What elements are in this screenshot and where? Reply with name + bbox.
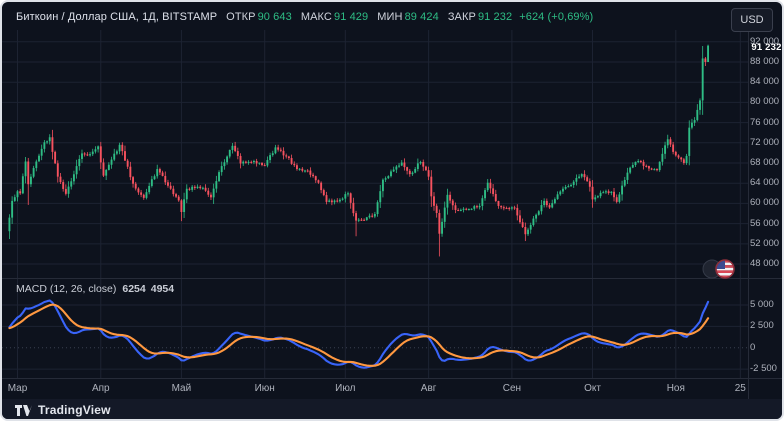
open-value: 90 643	[257, 11, 292, 23]
price-axis-label: 76 000	[750, 116, 780, 128]
price-axis-label: 64 000	[750, 177, 780, 189]
signal-line	[8, 303, 710, 367]
low-label: МИН	[377, 11, 403, 23]
macd-axis-label: 5 000	[750, 298, 774, 310]
time-axis-label: Июн	[254, 383, 275, 394]
change-value: +624 (+0,69%)	[519, 11, 594, 23]
time-axis-label: Мар	[7, 383, 28, 394]
open-label: ОТКР	[226, 11, 256, 23]
price-axis-label: 72 000	[750, 136, 780, 148]
price-axis-label: 52 000	[750, 237, 780, 249]
close-value: 91 232	[477, 11, 513, 23]
tradingview-logo-text: TradingView	[38, 403, 111, 417]
macd-axis-label: 2 500	[750, 320, 774, 332]
price-axis-label: 80 000	[750, 96, 780, 108]
symbol-legend[interactable]: Биткоин / Доллар США, 1Д, BITSTAMP ОТКР 90…	[16, 10, 593, 24]
time-axis-label: 25	[734, 383, 746, 394]
macd-title: MACD (12, 26, close)	[16, 283, 117, 295]
macd-value: 6254	[122, 283, 146, 295]
close-label: ЗАКР	[447, 11, 476, 23]
symbol-title[interactable]: Биткоин / Доллар США, 1Д, BITSTAMP	[16, 11, 218, 23]
time-axis-label: Сен	[502, 383, 522, 394]
time-axis-label: Окт	[584, 383, 601, 394]
macd-signal-value: 4954	[150, 283, 175, 295]
price-axis-label: 48 000	[750, 258, 780, 270]
time-axis-label: Июл	[335, 383, 356, 394]
tradingview-logo-icon	[15, 404, 32, 416]
low-value: 89 424	[404, 11, 439, 23]
macd-axis-label: -2 500	[750, 363, 777, 375]
time-axis-label: Апр	[91, 383, 110, 394]
bottom-bar: TradingView	[2, 399, 782, 419]
high-label: МАКС	[300, 11, 332, 23]
time-axis-separator	[2, 378, 782, 379]
high-value: 91 429	[333, 11, 369, 23]
price-axis-label: 56 000	[750, 217, 780, 229]
price-axis-label: 92 000	[750, 35, 780, 47]
time-axis-label: Авг	[420, 383, 437, 394]
price-axis-label: 84 000	[750, 76, 780, 88]
pane-separator[interactable]	[2, 278, 782, 279]
macd-axis-label: 0	[750, 341, 756, 353]
price-axis-label: 88 000	[750, 56, 780, 67]
tradingview-logo[interactable]: TradingView	[15, 403, 111, 417]
price-axis-label: 60 000	[750, 197, 780, 209]
price-scale-separator	[748, 30, 749, 399]
event-flag-icon[interactable]	[701, 257, 743, 281]
last-price-value: 91 232	[751, 41, 782, 53]
price-axis-label: 68 000	[750, 157, 780, 168]
currency-toggle-label: USD	[740, 14, 764, 26]
time-axis-label: Май	[171, 383, 192, 394]
macd-legend[interactable]: MACD (12, 26, close) 6254 4954	[16, 283, 174, 295]
candlestick-series	[8, 44, 710, 257]
time-axis-label: Ноя	[666, 383, 685, 394]
macd-series	[8, 299, 710, 369]
currency-toggle-button[interactable]: USD	[731, 8, 773, 32]
last-price-tag: 91 232	[748, 40, 782, 54]
